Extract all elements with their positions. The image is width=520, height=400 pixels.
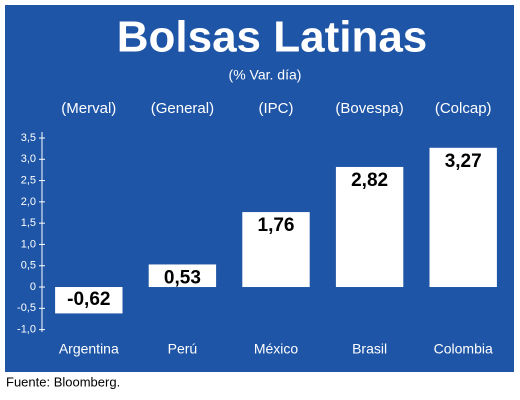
value-label: 3,27: [445, 151, 482, 172]
index-name: (Colcap): [435, 100, 492, 117]
y-tick-label: 0,5: [21, 260, 36, 272]
bar: [429, 147, 497, 288]
y-tick-label: -1,0: [17, 324, 36, 336]
y-tick-label: 1,5: [21, 217, 36, 229]
y-tick-label: -0,5: [17, 302, 36, 314]
bar: [55, 287, 123, 314]
x-tick-label: Colombia: [434, 341, 493, 357]
value-label: 0,53: [164, 267, 201, 288]
y-tick-label: 2,5: [21, 174, 36, 186]
y-tick-label: 0: [30, 281, 36, 293]
y-tick-label: 1,0: [21, 238, 36, 250]
index-name: (IPC): [259, 100, 294, 117]
bar: [242, 212, 310, 288]
y-tick-label: 2,0: [21, 196, 36, 208]
value-label: -0,62: [67, 289, 110, 310]
index-name: (Bovespa): [335, 100, 403, 117]
x-tick-label: Perú: [168, 341, 198, 357]
x-tick-label: Argentina: [59, 341, 119, 357]
bar: [335, 166, 404, 288]
y-tick-label: 3,0: [21, 153, 36, 165]
y-tick-label: 3,5: [21, 132, 36, 144]
index-name: (Merval): [61, 100, 116, 117]
chart-title: Bolsas Latinas: [117, 13, 428, 62]
value-label: 1,76: [258, 215, 295, 236]
bar: [148, 264, 217, 288]
x-tick-label: Brasil: [352, 341, 387, 357]
index-name: (General): [151, 100, 214, 117]
chart-subtitle: (% Var. día): [229, 67, 302, 83]
x-tick-label: México: [254, 341, 299, 357]
source-note: Fuente: Bloomberg.: [6, 374, 120, 389]
value-label: 2,82: [351, 170, 388, 191]
